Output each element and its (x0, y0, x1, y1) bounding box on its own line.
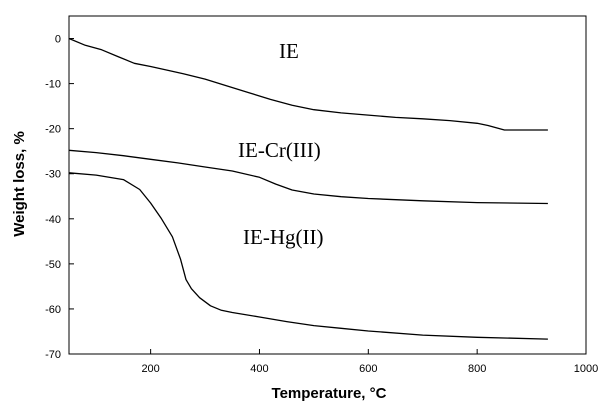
x-tick-label: 200 (141, 363, 159, 375)
y-tick-label: -30 (45, 169, 61, 181)
x-tick-label: 800 (468, 363, 486, 375)
series-line-ie-hg (68, 172, 548, 340)
series-label-ie: IE (279, 39, 299, 63)
series-line-ie-cr (68, 149, 548, 205)
y-tick-label: -60 (45, 304, 61, 316)
x-tick-label: 1000 (574, 363, 598, 375)
y-axis-title: Weight loss, % (11, 131, 28, 237)
x-axis-title: Temperature, °C (272, 385, 387, 402)
series-label-ie-hg: IE-Hg(II) (243, 225, 323, 249)
series-label-ie-cr: IE-Cr(III) (238, 138, 321, 162)
axis-ticks: 200 400 600 800 1000 0 -10 -20 -30 -40 -50 -60 -70 (45, 34, 598, 375)
y-tick-label: -40 (45, 214, 61, 226)
series-line-ie (68, 37, 548, 131)
series-lines (68, 37, 548, 340)
x-tick-label: 600 (359, 363, 377, 375)
y-tick-label: -10 (45, 79, 61, 91)
plot-frame (68, 15, 587, 355)
y-tick-label: -70 (45, 349, 61, 361)
x-tick-label: 400 (250, 363, 268, 375)
y-tick-label: -50 (45, 259, 61, 271)
y-tick-label: 0 (55, 34, 61, 46)
y-tick-label: -20 (45, 124, 61, 136)
